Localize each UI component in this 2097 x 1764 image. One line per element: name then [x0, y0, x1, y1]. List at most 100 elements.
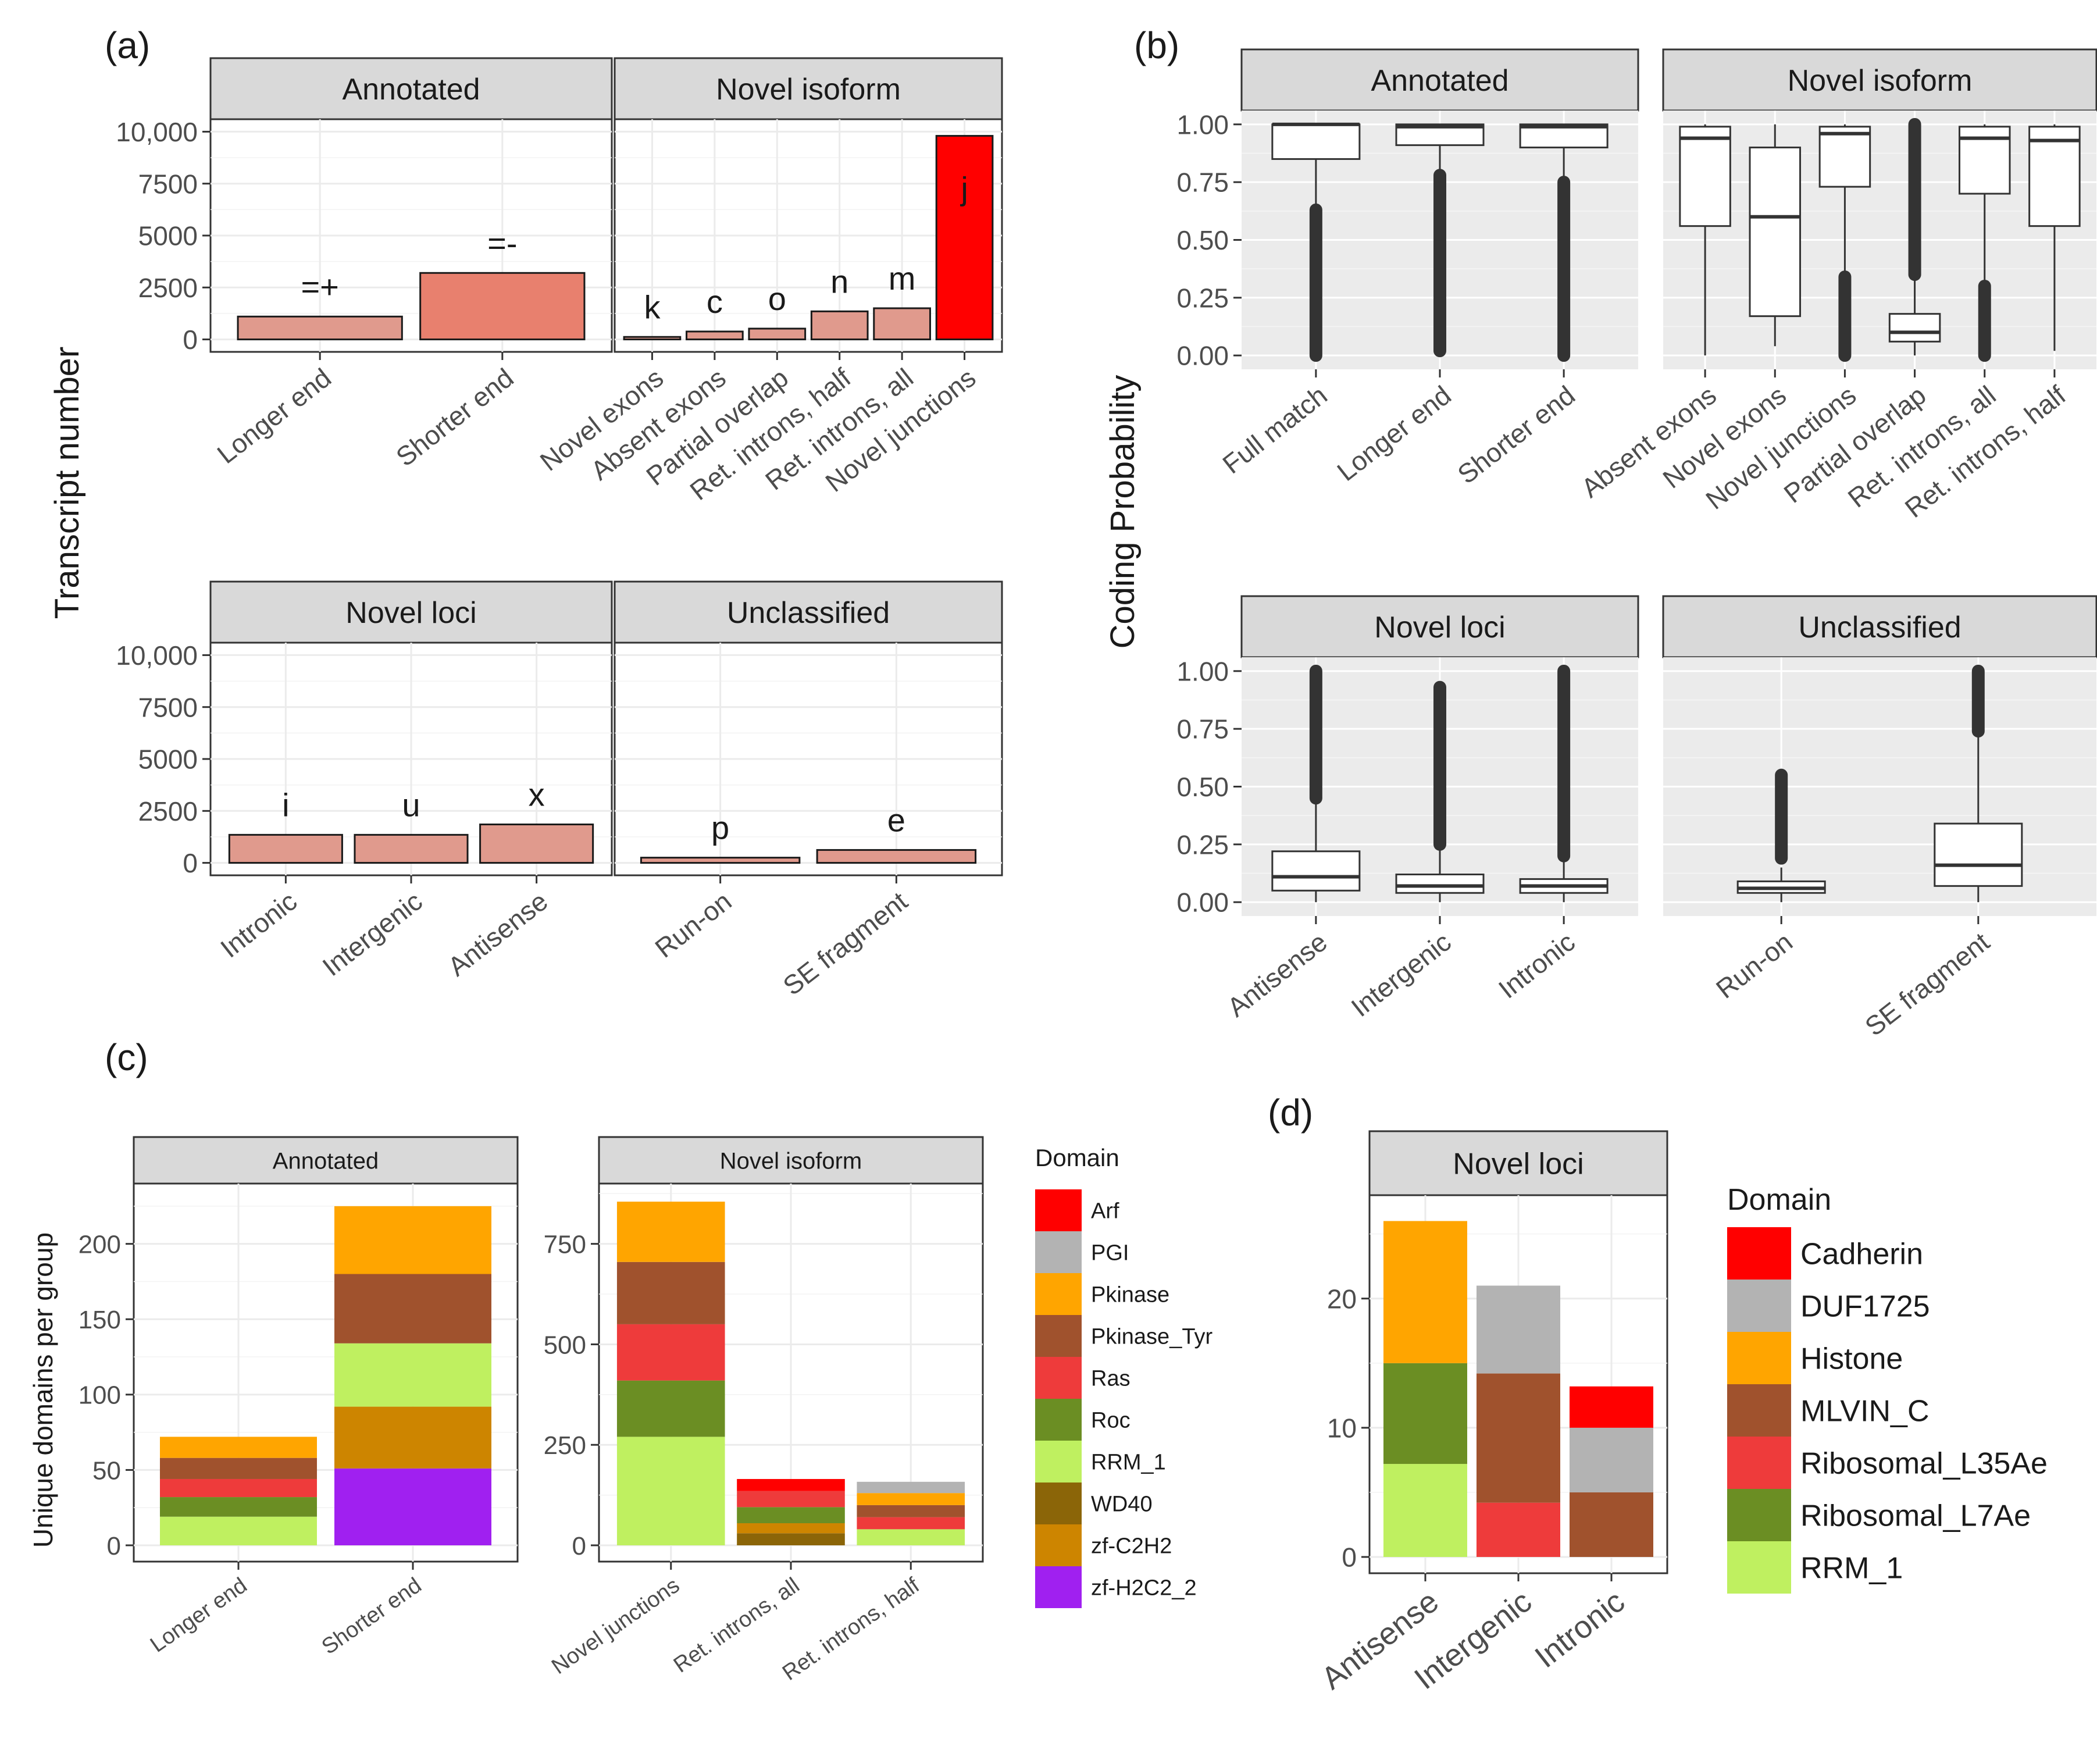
- bar-label: c: [707, 283, 723, 320]
- y-tick-label: 2500: [138, 273, 198, 303]
- legend-label: Ras: [1091, 1367, 1130, 1391]
- facet-strip-title: Unclassified: [727, 596, 890, 630]
- y-tick-label: 50: [92, 1456, 121, 1485]
- panel-label-d: (d): [1268, 1092, 1313, 1134]
- y-tick-label: 0.25: [1176, 829, 1229, 860]
- legend-d: Domain Cadherin DUF1725 Histone MLVIN_C Ribos…: [1727, 1183, 2048, 1594]
- box-iqr: [1395, 873, 1485, 894]
- box-iqr: [1888, 313, 1941, 343]
- stacked-bar-intergenic: [1477, 1285, 1560, 1558]
- y-tick-label: 2500: [138, 796, 198, 826]
- panel-label-c: (c): [105, 1036, 148, 1078]
- y-tick-label: 0: [572, 1532, 586, 1560]
- box-intergenic: [1395, 680, 1485, 903]
- y-axis-title: Unique domains per group: [28, 1232, 58, 1548]
- y-tick-label: 0.75: [1176, 714, 1229, 744]
- box-novel-junctions: [1818, 124, 1871, 362]
- segment-pkinase: [160, 1437, 317, 1458]
- segment-pkinase: [334, 1206, 491, 1274]
- y-tick-label: 10: [1327, 1413, 1357, 1443]
- segment-ras: [616, 1324, 725, 1381]
- y-tick-label: 5000: [138, 221, 198, 251]
- legend-label: RRM_1: [1091, 1451, 1166, 1475]
- segment-pkinase-tyr: [616, 1261, 725, 1324]
- y-tick-label: 0.50: [1176, 225, 1229, 255]
- legend-key: [1035, 1399, 1082, 1441]
- legend-label: Histone: [1800, 1342, 1903, 1376]
- segment-cadherin: [1570, 1386, 1653, 1428]
- y-tick-label: 0: [183, 848, 198, 878]
- segment-rrm-1: [160, 1516, 317, 1546]
- facet-strip: [614, 580, 1003, 644]
- bar-intergenic: [354, 833, 469, 864]
- box-iqr: [1934, 822, 2023, 887]
- y-tick-label: 0.00: [1176, 341, 1229, 371]
- facet-strip: [598, 1136, 984, 1185]
- box-run-on: [1736, 768, 1826, 903]
- segment-arf: [737, 1478, 845, 1491]
- y-axis-title: Transcript number: [48, 347, 86, 619]
- bar-partial-overlap: [748, 327, 807, 341]
- legend-key: [1035, 1273, 1082, 1315]
- facet-strip-title: Novel isoform: [716, 73, 901, 106]
- segment-ras: [160, 1478, 317, 1498]
- facet-a-2: Novel lociiIntronicuIntergenicxAntisense…: [116, 580, 613, 982]
- y-tick-label: 20: [1327, 1284, 1357, 1314]
- box-shorter-end: [1519, 123, 1609, 362]
- stacked-bar-antisense: [1383, 1221, 1467, 1558]
- bar-antisense: [479, 824, 594, 864]
- bar-label: p: [711, 810, 729, 846]
- bar-shorter-end: [419, 272, 586, 341]
- legend-label: Pkinase_Tyr: [1091, 1325, 1212, 1349]
- stacked-bar-intronic: [1570, 1386, 1653, 1558]
- facet-strip: [209, 57, 613, 120]
- y-tick-label: 10,000: [116, 117, 198, 147]
- legend-key: [1727, 1384, 1791, 1437]
- facet-strip: [1662, 595, 2097, 658]
- panel-label-a: (a): [105, 24, 150, 66]
- box-iqr: [1818, 126, 1871, 188]
- facet-strip: [209, 580, 613, 644]
- y-tick-label: 1.00: [1176, 109, 1229, 140]
- bar-novel-exons: [623, 336, 682, 341]
- legend-key: [1035, 1231, 1082, 1273]
- box-antisense: [1271, 664, 1361, 903]
- bar-label: e: [887, 801, 905, 838]
- y-tick-label: 0.25: [1176, 283, 1229, 313]
- segment-zf-h2c2-2: [334, 1468, 491, 1546]
- facet-a-0: Annotated=+Longer end=-Shorter end025005…: [116, 57, 613, 472]
- bar-intronic: [228, 833, 343, 864]
- y-axis-title: Coding Probability: [1104, 375, 1142, 649]
- segment-roc: [160, 1497, 317, 1517]
- segment-pkinase-tyr: [160, 1457, 317, 1479]
- bar-label: x: [529, 776, 545, 813]
- y-tick-label: 0: [1342, 1542, 1357, 1573]
- bar-label: n: [830, 263, 848, 300]
- legend-label: Pkinase: [1091, 1283, 1169, 1307]
- bar-novel-junctions: [935, 135, 994, 341]
- legend-title: Domain: [1035, 1144, 1119, 1171]
- y-tick-label: 0.50: [1176, 772, 1229, 802]
- box-longer-end: [1395, 123, 1485, 358]
- legend-label: Roc: [1091, 1409, 1130, 1433]
- segment-roc: [616, 1380, 725, 1437]
- box-iqr: [1271, 850, 1361, 892]
- legend-key: [1727, 1280, 1791, 1332]
- facet-strip-title: Novel loci: [1453, 1148, 1584, 1181]
- segment-rrm-1: [616, 1437, 725, 1546]
- legend-label: Ribosomal_L7Ae: [1800, 1499, 2031, 1533]
- legend-label: DUF1725: [1800, 1290, 1930, 1324]
- legend-key: [1727, 1541, 1791, 1594]
- bar-label: o: [768, 280, 786, 317]
- y-tick-label: 7500: [138, 169, 198, 199]
- box-novel-exons: [1749, 124, 1802, 347]
- legend-label: MLVIN_C: [1800, 1395, 1930, 1428]
- box-iqr: [2028, 126, 2081, 227]
- segment-duf1725: [1477, 1285, 1560, 1374]
- segment-mlvin-c: [1570, 1492, 1653, 1558]
- stacked-bar-ret-introns-all: [737, 1478, 845, 1546]
- facet-strip-title: Novel loci: [345, 596, 476, 630]
- y-tick-label: 5000: [138, 744, 198, 775]
- legend-key: [1035, 1357, 1082, 1399]
